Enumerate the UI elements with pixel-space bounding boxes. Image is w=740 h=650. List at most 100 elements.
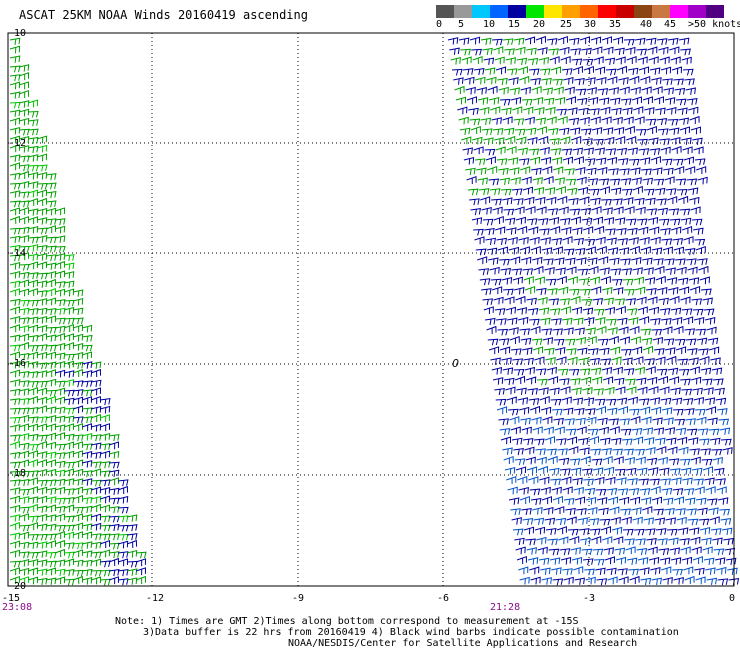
wind-barb — [691, 298, 703, 306]
wind-barb — [36, 362, 48, 370]
wind-barb — [498, 338, 510, 346]
wind-barb — [582, 558, 594, 566]
wind-barb — [654, 517, 666, 525]
wind-barb — [54, 559, 66, 567]
wind-barb — [705, 406, 717, 415]
wind-barb — [81, 443, 93, 451]
wind-barb — [660, 66, 672, 75]
wind-barb — [559, 46, 570, 55]
wind-barb — [54, 225, 66, 234]
wind-barb — [487, 338, 499, 346]
lon-label: -3 — [583, 593, 595, 604]
wind-barb — [614, 547, 626, 555]
wind-barb — [81, 361, 93, 369]
wind-barb — [27, 216, 39, 225]
wind-barb — [590, 286, 602, 295]
wind-barb — [81, 334, 93, 343]
wind-barb — [18, 567, 30, 576]
wind-barb — [539, 395, 550, 404]
wind-barb — [108, 515, 120, 523]
wind-barb — [645, 446, 656, 455]
wind-barb — [63, 397, 75, 405]
wind-barb — [532, 507, 543, 515]
wind-barb — [27, 380, 39, 388]
wind-barb — [520, 166, 531, 175]
wind-barb — [704, 477, 715, 485]
wind-barb — [565, 428, 577, 436]
wind-barb — [514, 206, 525, 215]
wind-barb — [36, 434, 48, 442]
wind-barb — [523, 106, 534, 115]
wind-barb — [63, 370, 75, 378]
wind-barb — [705, 567, 716, 575]
wind-barb — [480, 196, 491, 205]
wind-barb — [663, 87, 674, 95]
wind-barb — [552, 408, 563, 416]
wind-barb — [27, 189, 39, 198]
wind-barb — [490, 357, 501, 365]
wind-barb — [117, 558, 129, 567]
wind-barb — [54, 486, 66, 495]
wind-barb — [27, 496, 39, 504]
lat-label: -16 — [8, 358, 26, 369]
wind-barb — [54, 432, 65, 441]
wind-barb — [36, 316, 48, 324]
wind-barb — [9, 567, 21, 576]
wind-barb — [568, 446, 579, 455]
wind-barb — [694, 486, 705, 495]
wind-barb — [612, 36, 624, 45]
wind-barb — [605, 148, 617, 156]
wind-barb — [664, 97, 676, 105]
wind-barb — [512, 276, 523, 285]
wind-barb — [563, 407, 574, 415]
wind-barb — [563, 248, 575, 256]
wind-barb — [719, 508, 730, 516]
wind-barb — [684, 78, 695, 86]
wind-barb — [565, 96, 577, 105]
wind-barb — [698, 438, 710, 446]
legend-swatch — [706, 5, 724, 18]
wind-barb — [596, 76, 607, 85]
wind-barb — [36, 290, 48, 298]
wind-barb — [470, 208, 482, 216]
wind-barb — [668, 458, 680, 466]
wind-barb — [647, 216, 659, 225]
wind-barb — [117, 533, 129, 541]
wind-barb — [9, 479, 21, 487]
wind-barb — [638, 398, 650, 406]
wind-barb — [72, 506, 84, 514]
wind-barb — [63, 254, 75, 262]
wind-barb — [673, 78, 684, 86]
wind-barb — [45, 287, 56, 296]
wind-barb — [615, 305, 626, 314]
wind-barb — [18, 81, 30, 90]
wind-barb — [681, 137, 692, 145]
wind-barb — [581, 217, 593, 226]
wind-barb — [558, 206, 569, 215]
wind-barb — [27, 416, 39, 424]
wind-barb — [9, 227, 21, 235]
wind-barb — [511, 188, 523, 196]
wind-barb — [500, 268, 512, 276]
wind-barb — [567, 276, 578, 285]
wind-barb — [714, 387, 725, 395]
wind-barb — [602, 376, 614, 385]
wind-barb — [510, 256, 521, 265]
wind-barb — [27, 423, 39, 432]
wind-barb — [648, 557, 660, 565]
wind-barb — [535, 117, 546, 125]
wind-barb — [27, 197, 38, 206]
wind-barb — [608, 335, 619, 345]
wind-barb — [554, 426, 565, 435]
wind-barb — [9, 379, 21, 387]
wind-barb — [9, 344, 21, 352]
wind-barb — [604, 307, 616, 315]
wind-barb — [519, 75, 530, 84]
wind-barb — [9, 487, 21, 495]
wind-barb — [72, 494, 83, 503]
wind-barb — [27, 503, 38, 513]
wind-barb — [620, 428, 632, 436]
wind-barb — [528, 68, 540, 76]
wind-barb — [546, 196, 557, 205]
wind-barb — [514, 128, 526, 136]
